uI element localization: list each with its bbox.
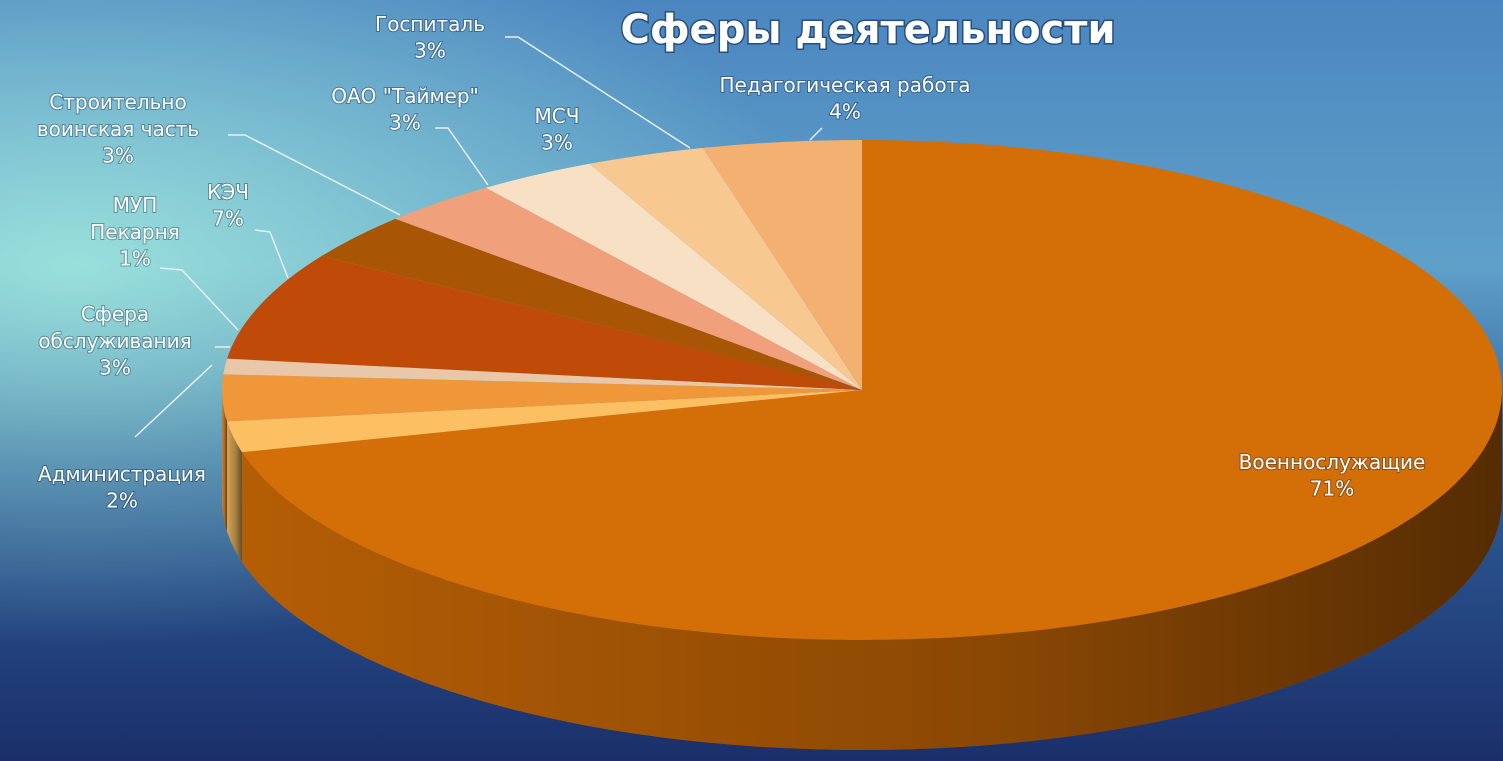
slice-value-label: 3% [541, 131, 573, 155]
slice-label: Военнослужащие [1239, 450, 1426, 474]
slice [227, 256, 863, 390]
slice-label: Строительно воинская часть [37, 90, 199, 141]
slice [589, 147, 862, 390]
slice-label: МУП Пекарня [90, 193, 179, 244]
slice-label: МСЧ [535, 104, 580, 128]
leader-line [435, 127, 489, 186]
slice-label: Администрация [38, 462, 206, 486]
slice-side-shade [227, 421, 243, 563]
pie [222, 140, 1503, 750]
leader-line [134, 364, 213, 438]
slice-value-label: 3% [99, 356, 131, 380]
leader-line [505, 36, 691, 149]
slice [395, 187, 862, 390]
slice-side-shade [222, 390, 227, 532]
chart-title: Сферы деятельности [621, 7, 1116, 53]
slice [321, 218, 862, 390]
slice-value-label: 2% [106, 489, 138, 513]
slice-label: Госпиталь [375, 12, 485, 36]
slice [485, 163, 862, 390]
slice-label: ОАО "Таймер" [331, 84, 478, 108]
slice-label: КЭЧ [207, 180, 249, 204]
leader-line [809, 127, 823, 141]
slice-value-label: 3% [102, 144, 134, 168]
slice-label: Сфера обслуживания [38, 302, 191, 353]
slice [227, 390, 863, 453]
leader-line [159, 267, 239, 331]
slice-value-label: 71% [1310, 477, 1354, 501]
slice [223, 358, 863, 390]
slice-value-label: 7% [212, 207, 244, 231]
labels: Военнослужащие 71% Администрация 2% Сфера обс… [36, 11, 1427, 514]
slice-value-label: 4% [829, 100, 861, 124]
slice [242, 140, 1502, 640]
slice-side-shade [242, 390, 1503, 750]
slice-value-label: 1% [119, 247, 151, 271]
leader-line [254, 229, 289, 279]
slice [222, 374, 863, 422]
slice-label: Педагогическая работа [720, 73, 971, 97]
slice-value-label: 3% [389, 111, 421, 135]
slice [702, 140, 862, 390]
leader-line [228, 134, 401, 216]
slice-value-label: 3% [414, 39, 446, 63]
